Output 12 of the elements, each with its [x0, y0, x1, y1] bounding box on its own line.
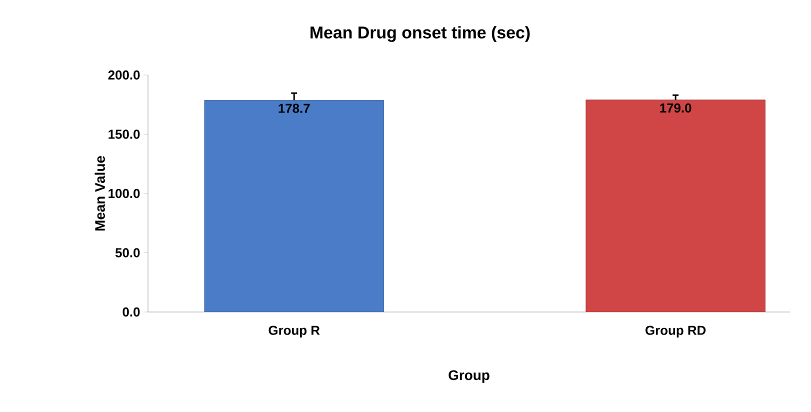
- y-tick-label: 100.0: [108, 188, 140, 198]
- x-tick-label: Group R: [268, 326, 320, 338]
- y-axis-title: Mean Value: [94, 156, 105, 231]
- y-tick-label: 0.0: [122, 307, 140, 317]
- x-tick-label: Group RD: [646, 326, 706, 338]
- data-label: 179.0: [660, 103, 692, 113]
- y-tick-label: 150.0: [108, 130, 140, 139]
- x-axis-title: Group: [448, 370, 490, 383]
- data-label: 178.7: [278, 104, 310, 113]
- y-tick-label: 200.0: [108, 70, 140, 80]
- y-tick-label: 50.0: [115, 248, 140, 258]
- chart-title: Mean Drug onset time (sec): [310, 26, 530, 42]
